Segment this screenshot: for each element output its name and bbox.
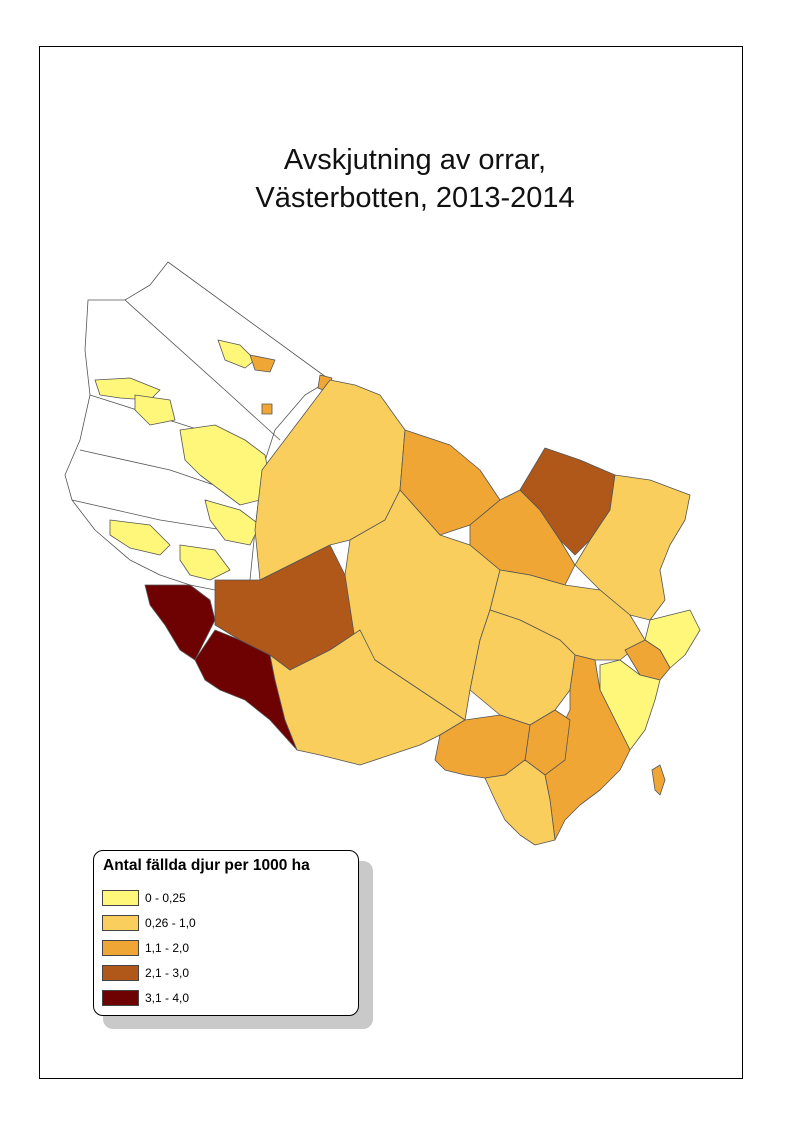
region-northeast-coast (574, 474, 691, 621)
legend-item: 2,1 - 3,0 (102, 964, 189, 982)
region-south-central (269, 629, 466, 766)
legend-item: 1,1 - 2,0 (102, 939, 189, 957)
map-title-line-2: Västerbotten, 2013-2014 (255, 182, 575, 214)
legend-swatch (102, 915, 139, 931)
legend-label: 0,26 - 1,0 (145, 916, 196, 930)
legend-swatch (102, 965, 139, 981)
region-mountain-lakes-6 (179, 544, 231, 581)
legend-title: Antal fällda djur per 1000 ha (103, 857, 310, 874)
legend-item: 0,26 - 1,0 (102, 914, 196, 932)
legend-item: 3,1 - 4,0 (102, 989, 189, 1007)
region-mountain-lakes-5 (109, 519, 171, 556)
map-title-line-1: Avskjutning av orrar, (283, 144, 547, 176)
region-island (651, 764, 666, 796)
legend-label: 1,1 - 2,0 (145, 941, 190, 955)
legend-item: 0 - 0,25 (102, 889, 186, 907)
region-northwest-mountains (64, 261, 331, 591)
boundary-line (124, 299, 281, 441)
legend-swatch (102, 990, 139, 1006)
region-small-lakes-7 (217, 339, 256, 369)
region-southwest-dark-1 (144, 584, 216, 661)
region-small-orange-1 (249, 354, 276, 373)
region-mountain-lakes-4 (204, 499, 261, 546)
region-small-orange-3 (261, 403, 273, 415)
legend-label: 2,1 - 3,0 (145, 966, 190, 980)
map-frame (39, 46, 743, 1079)
region-mountain-lakes-3 (134, 394, 176, 426)
map-legend: Antal fällda djur per 1000 ha 0 - 0,25 0… (93, 850, 359, 1016)
legend-label: 0 - 0,25 (145, 891, 186, 905)
region-far-south (484, 759, 556, 846)
legend-swatch (102, 940, 139, 956)
legend-label: 3,1 - 4,0 (145, 991, 190, 1005)
legend-swatch (102, 890, 139, 906)
